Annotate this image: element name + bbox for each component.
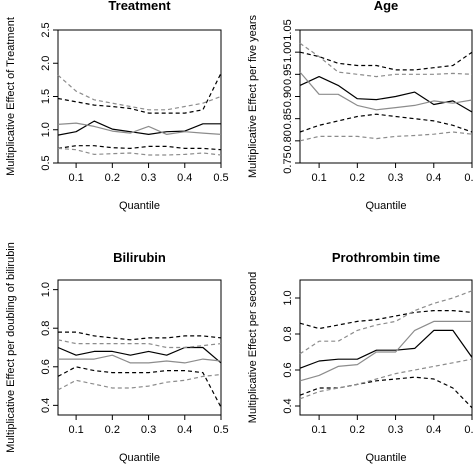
- chart-panel-treatment: Treatment 0.1 0.2 0.3 0.4 0.5 0.5 1.0 1.5 2.0 2.5 Q…: [5, 0, 229, 212]
- y-tick-label: 0.95: [282, 64, 294, 85]
- series-line-2: [299, 51, 473, 71]
- y-tick-label: 1.05: [282, 19, 294, 40]
- series-line-6: [299, 358, 473, 400]
- x-axis-label: Quantile: [119, 452, 160, 464]
- x-tick-label: 0.3: [388, 172, 403, 184]
- series-line-6: [57, 373, 222, 391]
- y-tick-label: 1.0: [40, 282, 52, 297]
- x-tick-label: 0.2: [350, 424, 365, 436]
- series-line-3: [299, 113, 473, 133]
- series-line-4: [58, 354, 222, 364]
- chart-title: Bilirubin: [113, 250, 166, 265]
- y-tick-label: 1.0: [40, 122, 52, 137]
- y-tick-label: 2.5: [40, 22, 52, 37]
- x-tick-label: 0.3: [141, 424, 156, 436]
- x-tick-label: 0.1: [68, 172, 83, 184]
- y-tick-label: 0.85: [282, 108, 294, 129]
- y-tick-label: 0.4: [40, 398, 52, 413]
- series-line-5: [299, 42, 473, 78]
- x-tick-label: 0.4: [177, 172, 192, 184]
- x-tick-label: 0.3: [388, 424, 403, 436]
- y-tick-label: 0.75: [282, 152, 294, 173]
- series-line-2: [57, 72, 222, 114]
- x-tick-label: 0.3: [141, 172, 156, 184]
- y-tick-label: 0.8: [40, 321, 52, 336]
- series-line-3: [57, 145, 222, 151]
- series-line-4: [57, 122, 222, 135]
- y-tick-label: 0.90: [282, 86, 294, 107]
- y-axis-label: Multiplicative Effect per five years: [247, 14, 259, 178]
- y-tick-label: 0.4: [282, 398, 294, 413]
- series-line-6: [299, 131, 473, 142]
- series-line-2: [299, 310, 473, 330]
- x-tick-label: 0.5: [464, 172, 474, 184]
- series-line-3: [299, 376, 473, 409]
- chart-panel-bilirubin: Bilirubin 0.1 0.2 0.3 0.4 0.5 0.4 0.6 0.8 1.0 Quan…: [5, 242, 229, 464]
- series-line-5: [57, 74, 222, 111]
- plot-frame: [57, 29, 222, 164]
- x-tick-label: 0.5: [213, 424, 228, 436]
- plot-frame: [299, 29, 473, 164]
- y-tick-label: 0.8: [282, 326, 294, 341]
- y-tick-label: 0.6: [282, 362, 294, 377]
- x-tick-label: 0.2: [350, 172, 365, 184]
- x-tick-label: 0.5: [464, 424, 474, 436]
- y-tick-label: 1.0: [282, 290, 294, 305]
- x-tick-label: 0.5: [213, 172, 228, 184]
- chart-panel-age: Age 0.1 0.2 0.3 0.4 0.5 0.750.800.850.900.95 1.…: [247, 0, 474, 212]
- y-axis-label: Multiplicative Effect per second: [247, 272, 259, 423]
- y-axis-label: Multiplicative Effect of Treatment: [5, 17, 17, 176]
- y-tick-label: 1.00: [282, 41, 294, 62]
- x-tick-label: 0.4: [426, 172, 441, 184]
- x-tick-label: 0.1: [311, 424, 326, 436]
- x-axis-label: Quantile: [366, 200, 407, 212]
- x-axis-label: Quantile: [119, 200, 160, 212]
- y-tick-label: 2.0: [40, 56, 52, 71]
- series-line-1: [299, 75, 473, 113]
- series-line-3: [57, 366, 222, 408]
- chart-panel-prothrombin-time: Prothrombin time 0.1 0.2 0.3 0.4 0.5 0.4 0.6 0.8…: [247, 250, 474, 464]
- series-line-5: [299, 290, 473, 355]
- y-tick-label: 0.6: [40, 359, 52, 374]
- y-tick-label: 0.5: [40, 155, 52, 170]
- x-tick-label: 0.2: [105, 172, 120, 184]
- series-line-6: [57, 147, 222, 156]
- x-tick-label: 0.4: [177, 424, 192, 436]
- x-axis-label: Quantile: [366, 452, 407, 464]
- series-line-5: [57, 339, 222, 349]
- series-line-1: [57, 346, 222, 364]
- chart-title: Age: [374, 0, 399, 13]
- chart-title: Prothrombin time: [332, 250, 440, 265]
- plot-frame: [299, 279, 473, 416]
- series-line-2: [58, 331, 222, 341]
- series-line-1: [299, 329, 473, 369]
- x-tick-label: 0.1: [68, 424, 83, 436]
- x-tick-label: 0.1: [311, 172, 326, 184]
- chart-title: Treatment: [108, 0, 171, 13]
- x-tick-label: 0.2: [105, 424, 120, 436]
- y-tick-label: 1.5: [40, 89, 52, 104]
- series-line-4: [299, 320, 472, 382]
- y-tick-label: 0.80: [282, 130, 294, 151]
- series-line-1: [57, 120, 221, 136]
- series-line-4: [299, 71, 473, 111]
- y-axis-label: Multiplicative Effect per doubling of bi…: [5, 242, 17, 453]
- x-tick-label: 0.4: [426, 424, 441, 436]
